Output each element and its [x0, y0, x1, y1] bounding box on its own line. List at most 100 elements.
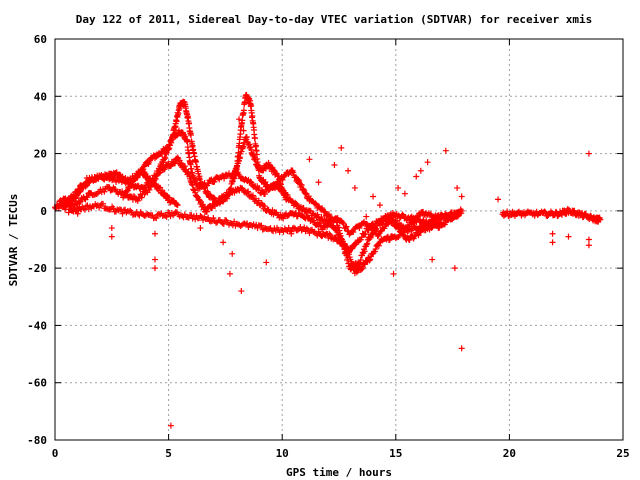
data-point — [342, 224, 349, 231]
data-point — [366, 257, 373, 264]
data-point — [360, 264, 367, 271]
data-point — [99, 175, 106, 182]
data-point — [211, 194, 218, 201]
data-point — [455, 209, 462, 216]
data-point — [275, 172, 282, 179]
data-point — [263, 259, 270, 266]
data-point — [357, 256, 364, 263]
data-point — [262, 178, 269, 185]
y-tick-label: -20 — [27, 262, 47, 275]
data-point — [338, 235, 345, 242]
data-point — [370, 193, 377, 200]
data-point — [205, 180, 212, 187]
x-tick-label: 25 — [616, 447, 629, 460]
data-point — [315, 179, 322, 186]
data-point — [306, 156, 313, 163]
data-point — [112, 170, 119, 177]
plot-frame — [54, 38, 624, 441]
data-point — [194, 193, 201, 200]
chart-title: Day 122 of 2011, Sidereal Day-to-day VTE… — [76, 13, 593, 26]
x-tick-label: 0 — [52, 447, 59, 460]
data-point — [100, 175, 107, 182]
data-point — [211, 178, 218, 185]
data-point — [251, 135, 258, 142]
x-tick-labels: 0 5 10 15 20 25 — [52, 447, 630, 460]
data-point — [305, 193, 312, 200]
data-point — [336, 227, 343, 234]
data-point — [161, 154, 168, 161]
data-point — [167, 422, 174, 429]
data-point — [362, 231, 369, 238]
data-point — [146, 186, 153, 193]
data-point — [367, 234, 374, 241]
data-point — [292, 199, 299, 206]
data-point — [298, 182, 305, 189]
data-point — [280, 215, 287, 222]
data-point — [338, 144, 345, 151]
data-point — [276, 177, 283, 184]
data-point — [324, 221, 331, 228]
data-point — [151, 256, 158, 263]
data-point — [163, 150, 170, 157]
data-point — [377, 228, 384, 235]
data-point — [447, 216, 454, 223]
data-point — [163, 149, 170, 156]
data-point — [322, 208, 329, 215]
data-point — [187, 132, 194, 139]
x-tick-label: 20 — [503, 447, 516, 460]
data-point — [229, 250, 236, 257]
data-point — [495, 196, 502, 203]
data-point — [300, 186, 307, 193]
data-point — [146, 175, 153, 182]
data-point — [275, 176, 282, 183]
data-point — [270, 166, 277, 173]
data-point — [571, 207, 578, 214]
data-point — [339, 219, 346, 226]
data-point — [174, 202, 181, 209]
data-point — [565, 233, 572, 240]
data-point — [281, 172, 288, 179]
data-point — [363, 241, 370, 248]
data-point — [74, 210, 81, 217]
data-point — [348, 258, 355, 265]
y-tick-label: -60 — [27, 377, 47, 390]
data-point — [200, 201, 207, 208]
data-point — [108, 225, 115, 232]
data-point — [261, 190, 268, 197]
data-point — [424, 159, 431, 166]
data-point — [390, 270, 397, 277]
data-point — [131, 177, 138, 184]
data-point — [429, 256, 436, 263]
data-point — [127, 183, 134, 190]
data-points — [52, 91, 604, 429]
data-point — [165, 146, 172, 153]
data-point — [166, 145, 173, 152]
data-point — [541, 208, 548, 215]
y-tick-label: -40 — [27, 319, 47, 332]
data-point — [190, 186, 197, 193]
data-point — [184, 138, 191, 145]
data-point — [361, 248, 368, 255]
data-point — [83, 193, 90, 200]
data-point — [376, 202, 383, 209]
data-point — [240, 127, 247, 134]
data-point — [162, 212, 169, 219]
data-point — [119, 210, 126, 217]
data-point — [100, 200, 107, 207]
data-point — [205, 214, 212, 221]
data-point — [367, 256, 374, 263]
data-point — [350, 229, 357, 236]
data-point — [552, 209, 559, 216]
data-point — [197, 225, 204, 232]
data-point — [281, 190, 288, 197]
data-point — [458, 193, 465, 200]
data-point — [71, 193, 78, 200]
data-point — [247, 178, 254, 185]
data-point — [196, 176, 203, 183]
data-point — [585, 236, 592, 243]
data-point — [423, 217, 430, 224]
data-point — [240, 107, 247, 114]
data-point — [168, 139, 175, 146]
data-point — [189, 182, 196, 189]
data-point — [442, 147, 449, 154]
